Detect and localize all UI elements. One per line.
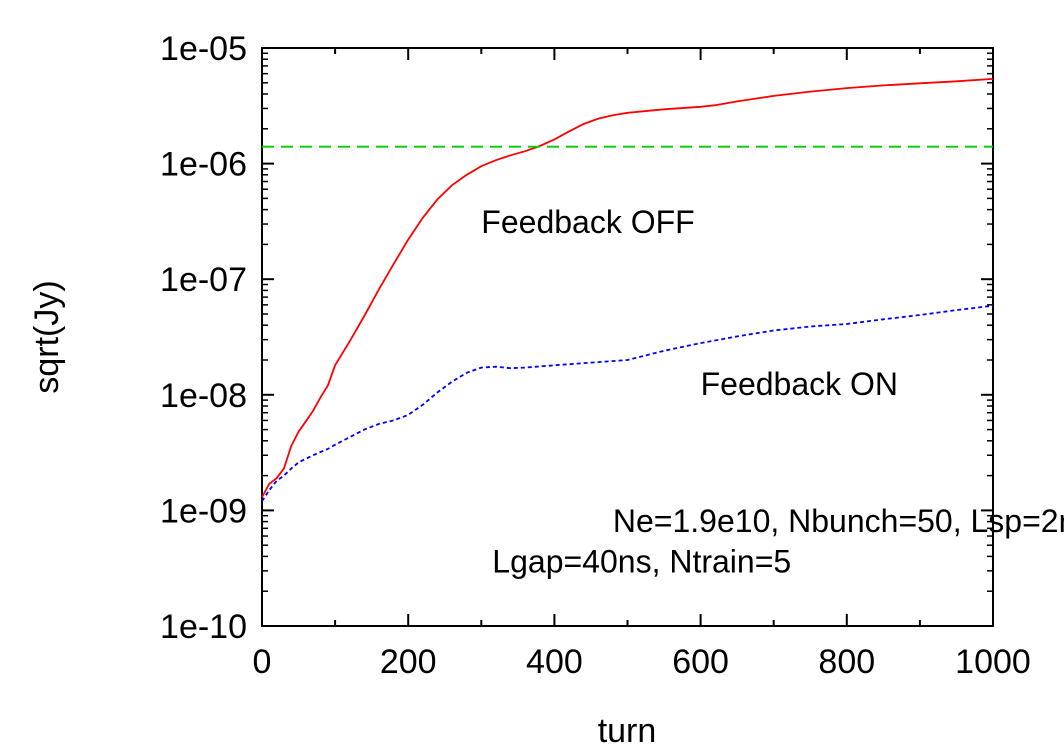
annotation-params-line1: Ne=1.9e10, Nbunch=50, Lsp=2ns, xyxy=(613,503,1064,539)
x-tick-label: 1000 xyxy=(955,643,1031,681)
annotation-params-line2: Lgap=40ns, Ntrain=5 xyxy=(492,544,791,580)
y-tick-label: 1e-06 xyxy=(160,146,247,184)
x-tick-label: 800 xyxy=(818,643,875,681)
tick-marks xyxy=(261,47,994,627)
x-axis-title: turn xyxy=(598,712,657,750)
x-tick-labels: 0 200 400 600 800 1000 xyxy=(253,643,1031,681)
y-tick-label: 1e-07 xyxy=(160,261,247,299)
series-feedback-on-line xyxy=(261,304,994,502)
x-tick-label: 200 xyxy=(380,643,437,681)
y-tick-labels: 1e-10 1e-09 1e-08 1e-07 1e-06 1e-05 xyxy=(160,30,247,646)
series-group xyxy=(261,78,994,502)
x-tick-label: 0 xyxy=(253,643,272,681)
x-tick-label: 600 xyxy=(672,643,729,681)
y-tick-label: 1e-05 xyxy=(160,30,247,68)
y-tick-label: 1e-10 xyxy=(160,608,247,646)
y-tick-label: 1e-09 xyxy=(160,492,247,530)
series-feedback-off-line xyxy=(261,78,994,498)
y-axis-title: sqrt(Jy) xyxy=(28,280,66,393)
x-tick-label: 400 xyxy=(526,643,583,681)
plot-frame xyxy=(261,47,994,627)
annotation-feedback-off: Feedback OFF xyxy=(481,204,694,240)
y-tick-label: 1e-08 xyxy=(160,377,247,415)
annotation-feedback-on: Feedback ON xyxy=(701,366,898,402)
